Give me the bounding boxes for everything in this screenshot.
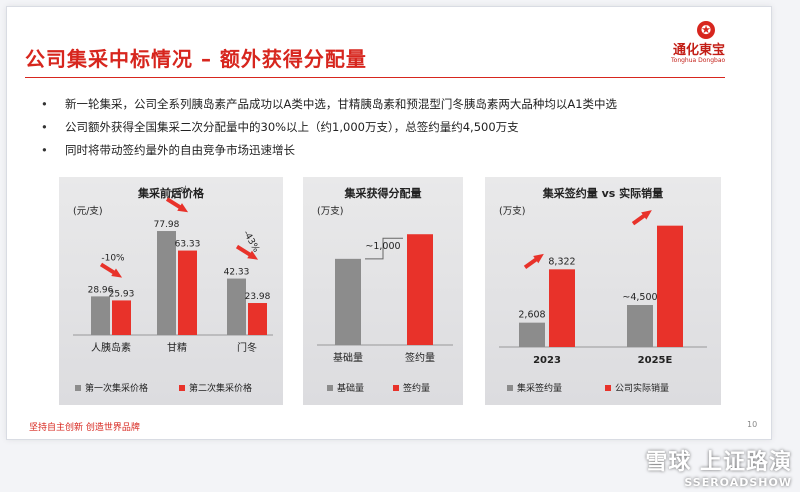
- bar: [157, 231, 176, 335]
- legend-swatch: [393, 385, 399, 391]
- bar: [335, 258, 361, 345]
- bullet-item: 同时将带动签约量外的自由竞争市场迅速增长: [41, 141, 617, 164]
- logo-mark-icon: ✪: [697, 21, 715, 39]
- slide: 公司集采中标情况 – 额外获得分配量 ✪ 通化東宝 Tonghua Dongba…: [6, 6, 772, 440]
- bullet-item: 公司额外获得全国集采二次分配量中的30%以上（约1,000万支），总签约量约4,…: [41, 118, 617, 141]
- change-arrowhead-icon: [533, 253, 544, 264]
- data-label: 77.98: [154, 220, 180, 230]
- change-arrowhead-icon: [247, 250, 259, 260]
- tick-label: 2025E: [638, 355, 673, 366]
- legend-swatch: [179, 385, 185, 391]
- data-label: 28.96: [88, 285, 114, 295]
- chart-title: 集采前后价格: [138, 187, 204, 200]
- change-label: -19%: [166, 184, 192, 202]
- chart-allocation-panel: 集采获得分配量 (万支) 基础量 签约量 ~1,000 基础量 签约量: [303, 177, 463, 405]
- page-number: 10: [747, 420, 758, 429]
- data-label: ~4,500: [622, 292, 657, 303]
- tick-label: 人胰岛素: [91, 341, 131, 354]
- company-logo: ✪ 通化東宝 Tonghua Dongbao: [669, 21, 749, 67]
- bar: [549, 269, 575, 347]
- legend-label: 集采签约量: [517, 382, 562, 394]
- chart-title: 集采获得分配量: [344, 187, 422, 200]
- footer-slogan: 坚持自主创新 创造世界品牌: [29, 423, 140, 433]
- change-arrowhead-icon: [641, 210, 652, 220]
- bar: [519, 322, 545, 347]
- legend-swatch: [75, 385, 81, 391]
- bar: [407, 234, 433, 345]
- bar: [227, 278, 246, 335]
- data-label: 23.98: [245, 292, 271, 302]
- bar: [248, 303, 267, 335]
- legend-swatch: [605, 385, 611, 391]
- legend-label: 第一次集采价格: [85, 382, 148, 394]
- watermark-text: 雪球 上证路演: [645, 450, 792, 475]
- bracket-line: [365, 237, 403, 260]
- legend-label: 第二次集采价格: [189, 382, 252, 394]
- change-arrowhead-icon: [177, 203, 189, 213]
- chart-unit: (元/支): [73, 206, 103, 217]
- data-label: 25.93: [109, 289, 135, 299]
- watermark-sub: SSEROADSHOW: [684, 476, 792, 489]
- bar: [178, 250, 197, 335]
- logo-subtitle: Tonghua Dongbao: [671, 57, 726, 64]
- tick-label: 签约量: [405, 351, 435, 364]
- tick-label: 门冬: [237, 341, 257, 354]
- bullet-item: 新一轮集采，公司全系列胰岛素产品成功以A类中选，甘精胰岛素和预混型门冬胰岛素两大…: [41, 95, 617, 118]
- bar: [112, 300, 131, 335]
- chart-volume-panel: 集采签约量 vs 实际销量 (万支) 2,608 8,322 2023 ~4,500 2…: [485, 177, 721, 405]
- title-divider: [25, 77, 725, 78]
- slide-title: 公司集采中标情况 – 额外获得分配量: [25, 47, 367, 71]
- bar: [91, 296, 110, 335]
- legend-swatch: [507, 385, 513, 391]
- chart-unit: (万支): [317, 206, 344, 217]
- logo-name: 通化東宝: [673, 43, 726, 58]
- data-label: 42.33: [224, 268, 250, 278]
- data-label: 63.33: [175, 240, 201, 250]
- legend-label: 公司实际销量: [615, 382, 669, 394]
- watermark: 雪球 上证路演 SSEROADSHOW: [645, 444, 792, 489]
- chart-title: 集采签约量 vs 实际销量: [542, 187, 664, 200]
- bullet-list: 新一轮集采，公司全系列胰岛素产品成功以A类中选，甘精胰岛素和预混型门冬胰岛素两大…: [41, 95, 617, 164]
- legend-label: 签约量: [403, 382, 430, 394]
- legend-label: 基础量: [337, 382, 364, 394]
- legend-swatch: [327, 385, 333, 391]
- change-label: -10%: [101, 253, 125, 263]
- chart-volume-svg: 2,608 8,322 2023 ~4,500 2025E 集采签约量 公司实际销量: [499, 210, 707, 394]
- tick-label: 甘精: [167, 341, 187, 354]
- chart-price-panel: 集采前后价格 (元/支) 28.96 25.93 人胰岛素 -10% 77.98 63.3…: [59, 177, 283, 405]
- bar: [657, 225, 683, 347]
- bar: [627, 305, 653, 347]
- chart-unit: (万支): [499, 206, 526, 217]
- annotation-label: ~1,000: [365, 241, 400, 252]
- change-arrowhead-icon: [111, 268, 123, 278]
- data-label: 2,608: [518, 310, 545, 321]
- tick-label: 2023: [533, 355, 561, 366]
- tick-label: 基础量: [333, 351, 363, 364]
- data-label: 8,322: [548, 256, 575, 267]
